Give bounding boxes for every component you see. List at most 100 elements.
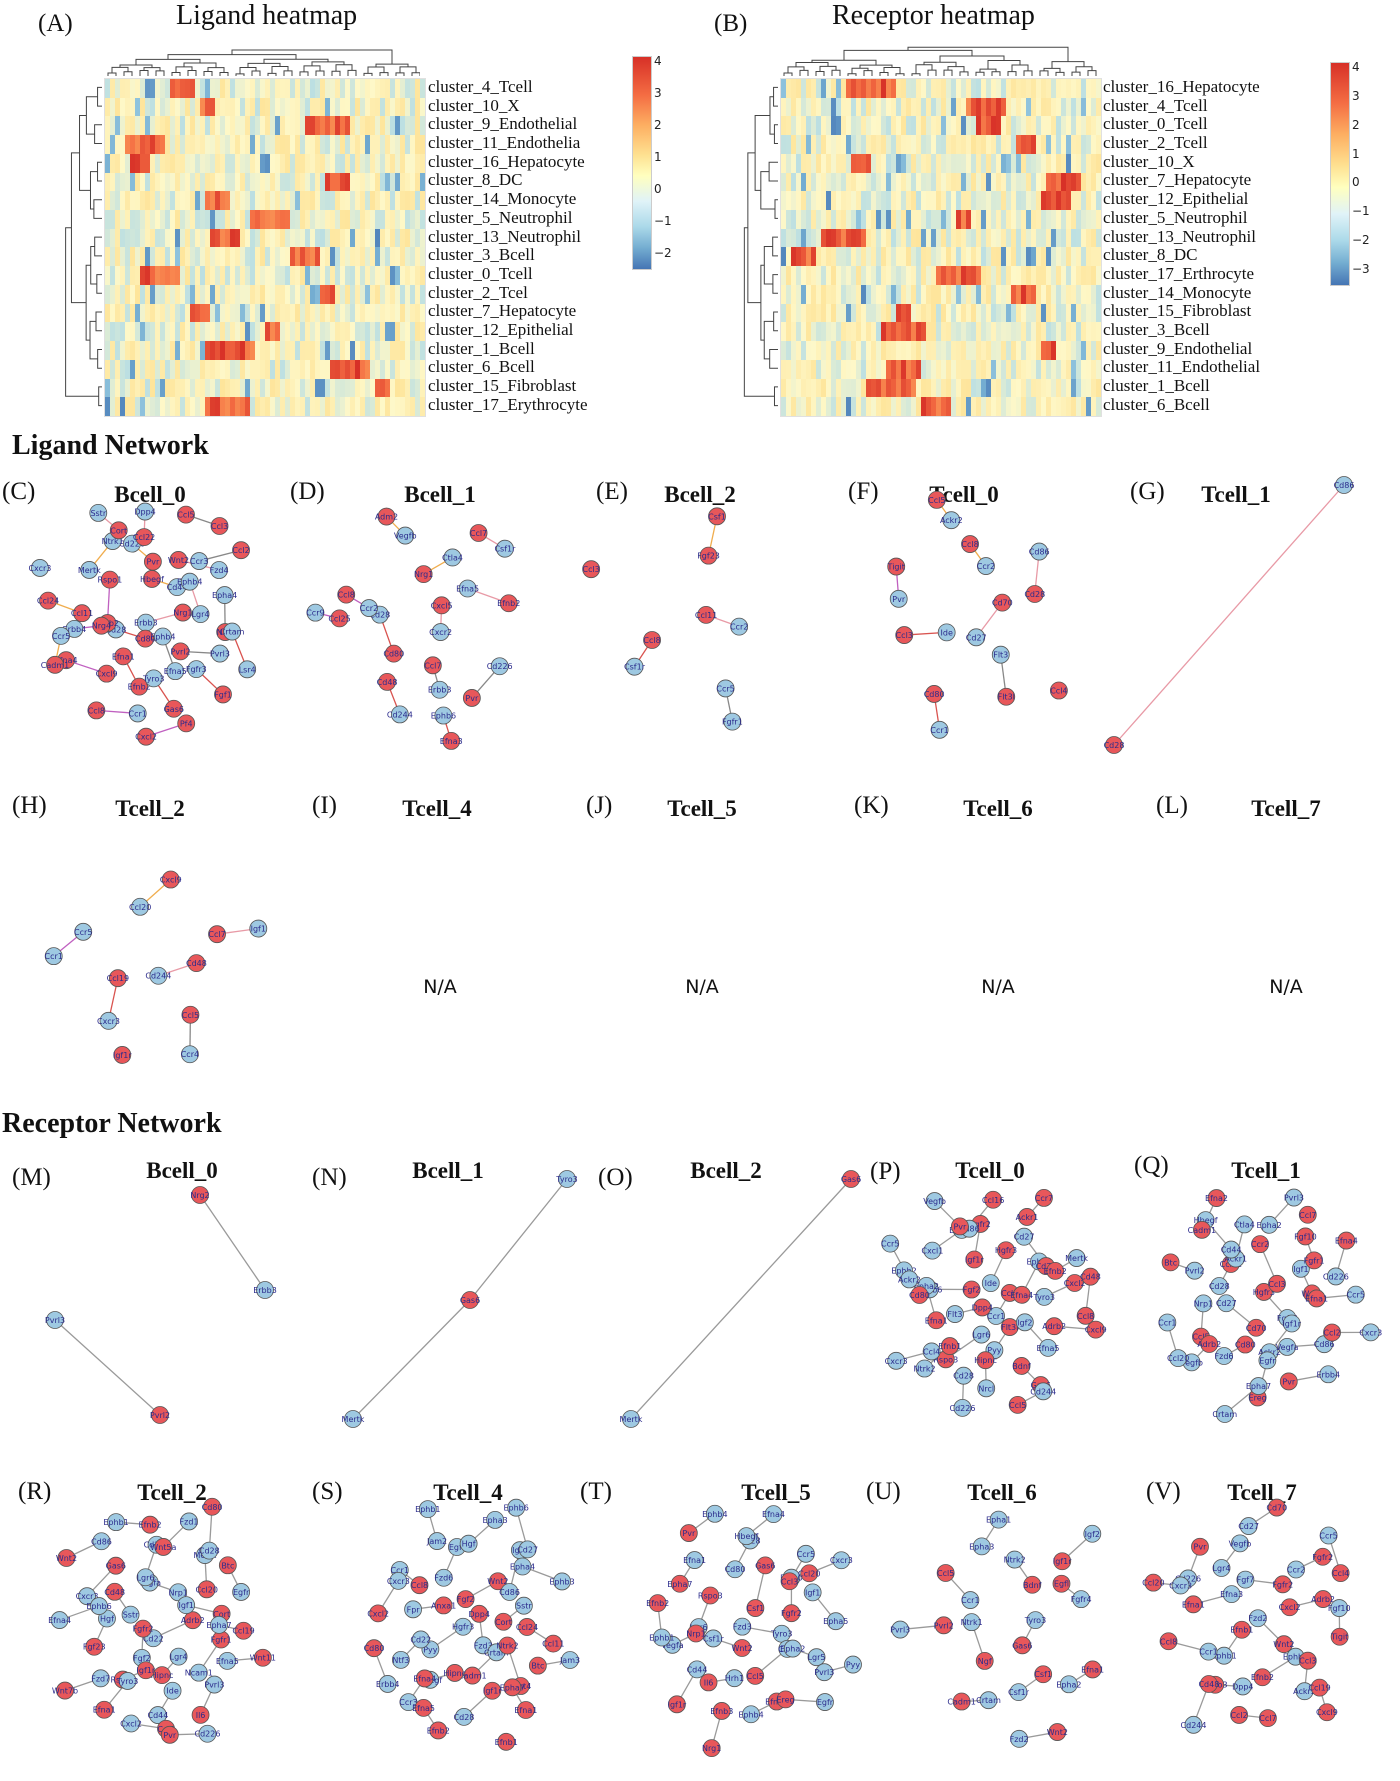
node-label: Efna4 <box>1010 1291 1033 1300</box>
node-label: Igf1r <box>483 1687 502 1696</box>
heatmap-row-label: cluster_6_Bcell <box>428 357 535 377</box>
network-title-m: Bcell_0 <box>146 1158 218 1183</box>
node-label: Sstr <box>516 1602 532 1611</box>
heatmap-row-label: cluster_11_Endothelial <box>1103 357 1261 377</box>
ligand-node: Ccl4 <box>1049 681 1068 700</box>
receptor-node: Erbb3 <box>428 680 451 699</box>
receptor-node: Cxcr3 <box>97 1011 120 1030</box>
node-label: Cd22 <box>143 1634 164 1643</box>
node-label: Cxcl2 <box>367 1609 389 1618</box>
network-edge <box>630 1178 852 1420</box>
receptor-node: Pvrl3 <box>204 1675 224 1694</box>
node-label: Tigit <box>1330 1633 1348 1642</box>
node-label: Ccr5 <box>716 684 734 693</box>
receptor-node: Ephb4 <box>150 627 176 646</box>
node-label: Pvr <box>163 1731 177 1740</box>
node-label: Sstr <box>123 1611 139 1620</box>
ligand-heatmap-row-labels: cluster_4_Tcell cluster_10_X cluster_9_End… <box>428 77 588 414</box>
node-label: Hipnc <box>974 1356 997 1365</box>
network-title-r: Tcell_2 <box>137 1480 207 1505</box>
node-label: Efna1 <box>683 1556 706 1565</box>
ligand-node: Gas6 <box>841 1170 861 1188</box>
receptor-node: Ide <box>937 623 956 642</box>
ligand-node: Cd48 <box>1198 1675 1219 1693</box>
receptor-heatmap-grid <box>780 78 1102 417</box>
heatmap-row-label: cluster_0_Tcell <box>428 263 533 283</box>
node-label: Epha2 <box>780 1645 805 1654</box>
receptor-node: Flt3 <box>991 645 1010 664</box>
colorbar-tick-label: 2 <box>654 118 662 132</box>
receptor-node: Flt3 <box>946 1305 964 1323</box>
node-label: Bdnf <box>1012 1362 1031 1371</box>
heatmap-row-label: cluster_13_Neutrophil <box>1103 226 1256 246</box>
ligand-node: Cd80 <box>924 685 945 703</box>
heatmap-row-label: cluster_15_Fibroblast <box>428 376 577 395</box>
ligand-node: Ccl3 <box>1268 1274 1286 1293</box>
receptor-colorbar <box>1330 62 1350 286</box>
node-label: Cd27 <box>1216 1299 1237 1308</box>
node-label: Ccl8 <box>643 636 660 645</box>
network-graph: Nrg2 Erbb3 Pvrl3 Pvrl2 <box>45 1186 277 1424</box>
node-label: Nrp1 <box>686 1630 705 1639</box>
ligand-node: Ntrk2 <box>496 1636 519 1655</box>
ligand-node: Rspo3 <box>698 1586 723 1605</box>
node-label: Lgr4 <box>170 1653 188 1662</box>
receptor-node: Igf2 <box>1083 1524 1102 1543</box>
ligand-node: Cd48 <box>377 673 398 691</box>
node-label: Ide <box>941 628 953 637</box>
ligand-node: Adrb2 <box>1311 1590 1335 1608</box>
heatmap-row <box>105 97 425 117</box>
node-label: Hgf <box>100 1615 114 1624</box>
node-label: Ccl7 <box>470 529 487 538</box>
node-label: Pvrl2 <box>934 1621 954 1630</box>
node-label: Erbb4 <box>376 1680 400 1689</box>
node-label: Cd244 <box>1181 1721 1207 1730</box>
receptor-node: Ackr2 <box>940 511 963 530</box>
node-label: Ccr3 <box>190 557 208 566</box>
ligand-node: Ccl3 <box>210 517 229 535</box>
receptor-node: Cd27 <box>966 628 987 647</box>
node-label: Ccl5 <box>182 1011 199 1020</box>
receptor-node: Tyro3 <box>142 669 164 688</box>
node-label: Cxcr3 <box>97 1017 120 1026</box>
ligand-node: Tigit <box>1330 1627 1349 1646</box>
ligand-node: Nrg1 <box>173 603 193 622</box>
node-label: Ccr5 <box>797 1550 815 1559</box>
receptor-node: Lgr5 <box>808 1648 826 1667</box>
node-label: Ccl5 <box>928 496 945 505</box>
panel-label-u: (U) <box>866 1478 901 1505</box>
receptor-node: Efna5 <box>216 1651 239 1670</box>
ligand-node: Ereg <box>776 1690 795 1709</box>
node-label: Cd226 <box>487 662 513 671</box>
receptor-node: Cxcr3 <box>1359 1323 1382 1342</box>
node-label: Ephb3 <box>549 1577 574 1586</box>
node-label: Ccl8 <box>1077 1312 1094 1321</box>
receptor-node: Igf2 <box>1015 1313 1034 1332</box>
node-label: Ccr5 <box>1319 1531 1337 1540</box>
ligand-node: Btc <box>218 1556 237 1575</box>
receptor-node: Fzd6 <box>1215 1347 1234 1365</box>
heatmap-row-label: cluster_17_Erythrocyte <box>428 394 588 414</box>
ligand-node: Wnt2 <box>731 1639 753 1657</box>
ligand-node: Efnb2 <box>139 1515 162 1534</box>
receptor-node: Cxcr3 <box>885 1351 908 1370</box>
node-label: Cd28 <box>1209 1282 1230 1291</box>
receptor-node: Ide <box>981 1274 1000 1293</box>
node-label: Adrb2 <box>1197 1340 1221 1349</box>
node-label: Csf1 <box>1034 1670 1052 1679</box>
node-label: Ccl5 <box>177 511 194 520</box>
node-label: Adrb2 <box>181 1616 205 1625</box>
ligand-node: Pvr <box>462 689 481 707</box>
ligand-node: Ccl3 <box>582 560 601 579</box>
node-label: Cd44 <box>687 1665 708 1674</box>
receptor-node: Fzd2 <box>1248 1609 1267 1628</box>
node-label: Efna4 <box>1335 1237 1358 1246</box>
node-label: Pvr <box>953 1222 967 1231</box>
node-label: Csf1r <box>703 1634 725 1643</box>
ligand-node: Fgf10 <box>1294 1227 1317 1246</box>
heatmap-row <box>105 359 425 379</box>
receptor-node: Epha1 <box>986 1510 1011 1529</box>
node-label: Cd22 <box>410 1635 431 1644</box>
node-label: Fzd7 <box>91 1674 110 1683</box>
receptor-node: Cd44 <box>1221 1240 1242 1259</box>
